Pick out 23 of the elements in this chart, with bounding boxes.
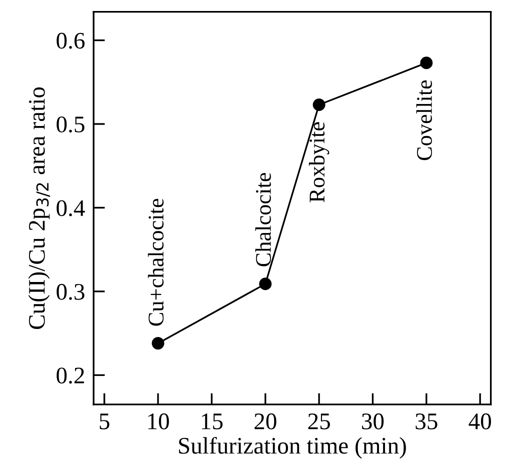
x-tick-label: 40 xyxy=(468,413,491,430)
y-tick-label: 0.6 xyxy=(56,32,85,49)
y-tick-label: 0.2 xyxy=(56,368,84,384)
annotation: Cu+chalcocite xyxy=(148,198,164,326)
annotation: Roxbyite xyxy=(308,122,330,202)
point xyxy=(152,337,164,350)
x-tick-label: 35 xyxy=(416,413,438,430)
x-tick-label: 5 xyxy=(100,414,110,430)
x-tick-label: 25 xyxy=(308,413,330,430)
y-tick-label: 0.3 xyxy=(56,284,84,300)
x-tick-label: 10 xyxy=(148,413,169,430)
annotation: Chalcocite xyxy=(255,172,271,266)
point xyxy=(420,56,433,70)
x-tick-label: 30 xyxy=(362,413,384,430)
annotation: Covellite xyxy=(416,80,432,160)
x-tick-label: 20 xyxy=(254,413,276,430)
point xyxy=(312,98,326,111)
point xyxy=(259,278,272,290)
x-axis-title: Sulfurization time (min) xyxy=(179,436,406,459)
y-tick-label: 0.5 xyxy=(56,116,84,133)
y-axis-title: Cu(II)/Cu 2p$_{3/2}$ area ratio xyxy=(28,87,50,329)
x-tick-label: 15 xyxy=(202,414,223,430)
y-tick-label: 0.4 xyxy=(56,200,85,216)
